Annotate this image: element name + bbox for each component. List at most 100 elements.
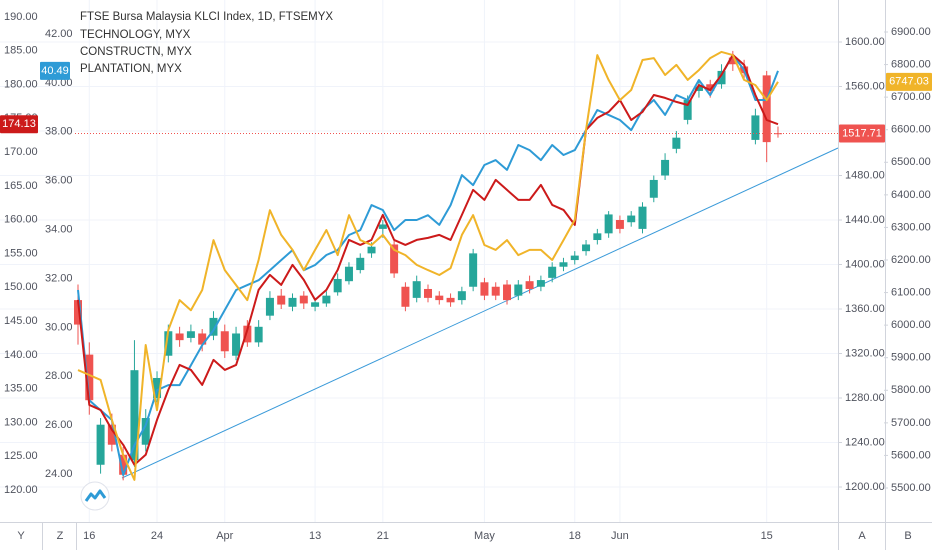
y3-tick-label: 130.00 xyxy=(4,416,38,428)
y-tick-label: 1600.00 xyxy=(845,36,885,48)
y-tick-label: 1320.00 xyxy=(845,347,885,359)
toolbar-button[interactable]: Y xyxy=(17,530,25,542)
y4-tick-label: 38.00 xyxy=(45,126,73,138)
candle-body xyxy=(153,377,162,398)
plot: 120.00 125.00 130.00 135.00 140.00 145.00 150.… xyxy=(4,11,838,496)
x-tick-label: 18 xyxy=(569,530,581,542)
y4-tick-label: 24.00 xyxy=(45,468,73,480)
toolbar-button[interactable]: Z xyxy=(57,530,64,542)
y3-tick-label: 125.00 xyxy=(4,450,38,462)
y2-tick-label: 6500.00 xyxy=(891,156,931,168)
candle-body xyxy=(694,86,703,91)
y2-tick-label: 6000.00 xyxy=(891,319,931,331)
legend-entry: CONSTRUCTN, MYX xyxy=(80,46,192,58)
candle-body xyxy=(401,286,410,307)
candle-body xyxy=(615,219,624,229)
trend-line xyxy=(121,147,839,479)
candle-body xyxy=(559,262,568,267)
candle-body xyxy=(751,115,760,140)
candle-body xyxy=(717,70,726,85)
x-tick-label: 13 xyxy=(309,530,321,542)
y-tick-label: 1480.00 xyxy=(845,169,885,181)
y2-tick-label: 6400.00 xyxy=(891,189,931,201)
x-tick-label: Jun xyxy=(611,530,629,542)
candle-body xyxy=(288,297,297,307)
x-tick-label: 16 xyxy=(83,530,95,542)
candle-body xyxy=(672,137,681,149)
candle-body xyxy=(423,288,432,298)
candle-body xyxy=(378,224,387,229)
candle-body xyxy=(525,281,534,289)
candle-body xyxy=(446,297,455,303)
y2-tick-label: 5800.00 xyxy=(891,384,931,396)
y4-tick-label: 42.00 xyxy=(45,28,73,40)
candle-body xyxy=(638,206,647,229)
y4-tick-label: 26.00 xyxy=(45,419,73,431)
candle-body xyxy=(582,244,591,252)
candle-body xyxy=(514,284,523,296)
y2-tick-label: 6300.00 xyxy=(891,221,931,233)
candle-body xyxy=(265,297,274,316)
x-tick-label: May xyxy=(474,530,495,542)
candle-body xyxy=(209,317,218,336)
candle-body xyxy=(232,333,241,356)
y4-tick-label: 28.00 xyxy=(45,370,73,382)
toolbar-button[interactable]: A xyxy=(858,530,866,542)
candle-body xyxy=(627,215,636,223)
candle-body xyxy=(96,424,105,465)
candle-body xyxy=(299,295,308,304)
candle-body xyxy=(706,84,715,91)
y3-tick-label: 160.00 xyxy=(4,214,38,226)
candle-body xyxy=(604,214,613,234)
y3-tick-label: 180.00 xyxy=(4,78,38,90)
toolbar-button[interactable]: B xyxy=(904,530,911,542)
y2-tick-label: 6700.00 xyxy=(891,91,931,103)
candle-body xyxy=(164,331,173,356)
series-line xyxy=(77,54,779,477)
candle-body xyxy=(480,282,489,296)
candle-body xyxy=(344,266,353,282)
series-line xyxy=(77,50,779,481)
y3-tick-label: 140.00 xyxy=(4,349,38,361)
candle-body xyxy=(570,255,579,261)
candle-body xyxy=(141,418,150,445)
candle-body xyxy=(130,370,139,461)
candle-body xyxy=(74,300,82,325)
candle-body xyxy=(503,284,512,301)
candle-body xyxy=(85,354,94,401)
candle-body xyxy=(457,291,466,301)
y3-tick-label: 135.00 xyxy=(4,383,38,395)
candle-body xyxy=(107,424,116,445)
candle-body xyxy=(254,326,263,343)
price-tag-label: 6747.03 xyxy=(889,76,929,88)
price-tag-label: 1517.71 xyxy=(842,127,882,139)
candle-body xyxy=(390,244,399,274)
candle-body xyxy=(728,57,737,65)
y3-tick-label: 155.00 xyxy=(4,247,38,259)
chart-title: FTSE Bursa Malaysia KLCI Index, 1D, FTSE… xyxy=(80,11,333,23)
legend-entry: PLANTATION, MYX xyxy=(80,63,182,75)
candle-body xyxy=(186,331,195,338)
y4-tick-label: 32.00 xyxy=(45,272,73,284)
candle-body xyxy=(311,302,320,307)
labels: 1517.71 40.49 174.13 6747.03 xyxy=(0,61,932,143)
y3-tick-label: 165.00 xyxy=(4,180,38,192)
y-tick-label: 1360.00 xyxy=(845,303,885,315)
price-tag xyxy=(40,61,70,80)
y-tick-label: 1240.00 xyxy=(845,436,885,448)
price-tag-label: 174.13 xyxy=(2,118,36,130)
legend-entry: TECHNOLOGY, MYX xyxy=(80,29,191,41)
price-tag xyxy=(0,115,38,134)
y2-tick-label: 6200.00 xyxy=(891,254,931,266)
candle-body xyxy=(356,257,365,271)
candle-body xyxy=(198,333,207,345)
price-tag-label: 40.49 xyxy=(41,65,69,77)
x-tick-label: Apr xyxy=(216,530,233,542)
y2-tick-label: 6800.00 xyxy=(891,58,931,70)
logo[interactable] xyxy=(80,481,110,511)
candle-body xyxy=(469,253,478,287)
candle-body xyxy=(277,295,286,305)
y4-tick-label: 34.00 xyxy=(45,223,73,235)
